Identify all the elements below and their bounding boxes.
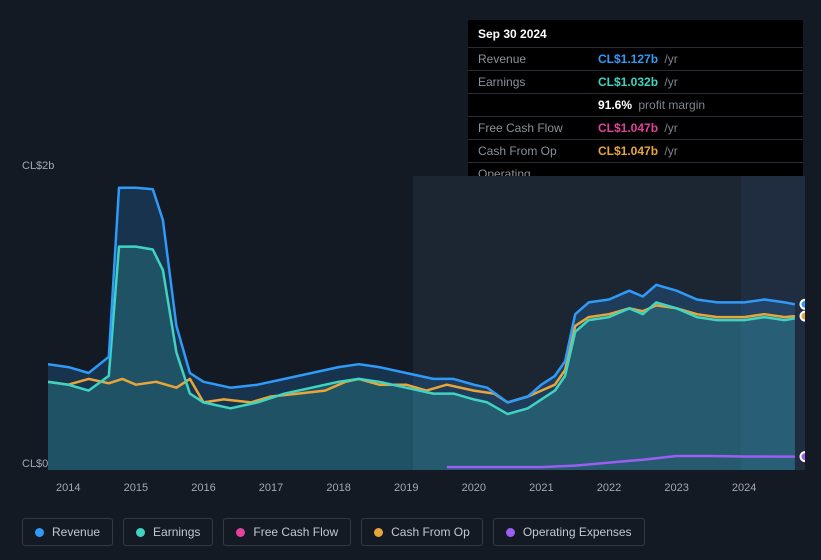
y-axis-top-label: CL$2b xyxy=(22,160,54,172)
end-marker-revenue xyxy=(801,300,806,309)
x-tick: 2023 xyxy=(664,482,688,494)
x-tick: 2024 xyxy=(732,482,756,494)
legend-swatch xyxy=(374,528,383,537)
chart-svg xyxy=(48,176,805,470)
end-marker-cfo xyxy=(801,312,806,321)
tooltip-row-label xyxy=(468,94,588,117)
legend-label: Cash From Op xyxy=(391,525,470,539)
chart-area[interactable] xyxy=(48,176,805,470)
tooltip-row-value: 91.6% profit margin xyxy=(588,94,803,117)
x-tick: 2015 xyxy=(124,482,148,494)
x-tick: 2020 xyxy=(462,482,486,494)
y-axis-bottom-label: CL$0 xyxy=(22,458,48,470)
legend-label: Earnings xyxy=(153,525,200,539)
chart-tooltip: Sep 30 2024 RevenueCL$1.127b /yrEarnings… xyxy=(468,20,803,199)
x-tick: 2022 xyxy=(597,482,621,494)
x-tick: 2016 xyxy=(191,482,215,494)
chart-legend: Revenue Earnings Free Cash Flow Cash From O… xyxy=(22,518,645,546)
legend-label: Operating Expenses xyxy=(523,525,632,539)
legend-item-cash-from-op[interactable]: Cash From Op xyxy=(361,518,483,546)
x-tick: 2018 xyxy=(326,482,350,494)
legend-swatch xyxy=(236,528,245,537)
legend-swatch xyxy=(136,528,145,537)
x-axis: 2014 2015 2016 2017 2018 2019 2020 2021 2022 2023… xyxy=(48,482,805,502)
tooltip-row-value: CL$1.032b /yr xyxy=(588,71,803,94)
tooltip-row-label: Revenue xyxy=(468,48,588,71)
tooltip-row-label: Cash From Op xyxy=(468,140,588,163)
x-tick: 2019 xyxy=(394,482,418,494)
end-marker-opex xyxy=(801,452,806,461)
legend-label: Free Cash Flow xyxy=(253,525,338,539)
x-tick: 2014 xyxy=(56,482,80,494)
tooltip-row-value: CL$1.047b /yr xyxy=(588,117,803,140)
tooltip-row-value: CL$1.127b /yr xyxy=(588,48,803,71)
tooltip-row-label: Earnings xyxy=(468,71,588,94)
x-tick: 2017 xyxy=(259,482,283,494)
legend-item-operating-expenses[interactable]: Operating Expenses xyxy=(493,518,645,546)
tooltip-row-value: CL$1.047b /yr xyxy=(588,140,803,163)
tooltip-date: Sep 30 2024 xyxy=(468,20,803,47)
legend-swatch xyxy=(35,528,44,537)
tooltip-row-label: Free Cash Flow xyxy=(468,117,588,140)
legend-item-earnings[interactable]: Earnings xyxy=(123,518,213,546)
legend-item-revenue[interactable]: Revenue xyxy=(22,518,113,546)
legend-swatch xyxy=(506,528,515,537)
x-tick: 2021 xyxy=(529,482,553,494)
legend-item-free-cash-flow[interactable]: Free Cash Flow xyxy=(223,518,351,546)
legend-label: Revenue xyxy=(52,525,100,539)
